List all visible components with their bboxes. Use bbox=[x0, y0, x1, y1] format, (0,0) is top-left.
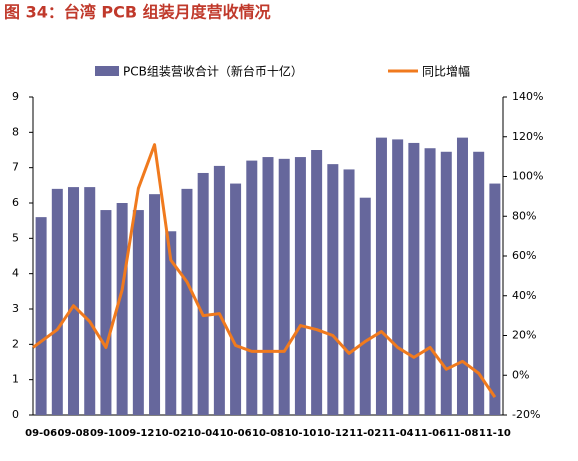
bar bbox=[424, 148, 436, 415]
y-tick-label: 2 bbox=[12, 337, 19, 350]
bar bbox=[408, 142, 420, 415]
y2-tick-label: 100% bbox=[512, 170, 543, 183]
x-tick-label: 10-12 bbox=[317, 428, 349, 439]
x-tick-label: 11-06 bbox=[414, 428, 446, 439]
x-tick-label: 10-02 bbox=[155, 428, 187, 439]
bar bbox=[392, 139, 404, 415]
bar bbox=[311, 150, 323, 415]
x-tick-label: 09-10 bbox=[90, 428, 122, 439]
y2-tick-label: 80% bbox=[512, 209, 536, 222]
bar bbox=[278, 158, 290, 416]
y-tick-label: 3 bbox=[12, 302, 19, 315]
y-tick-label: 0 bbox=[12, 408, 19, 421]
y2-tick-label: 120% bbox=[512, 130, 543, 143]
bar bbox=[230, 183, 242, 415]
bar bbox=[262, 157, 274, 416]
bar bbox=[294, 157, 306, 416]
x-tick-label: 10-04 bbox=[187, 428, 219, 439]
x-tick-label: 11-08 bbox=[446, 428, 478, 439]
x-tick-label: 10-06 bbox=[220, 428, 252, 439]
bar bbox=[197, 172, 209, 415]
bar bbox=[327, 164, 339, 415]
x-tick-label: 11-10 bbox=[479, 428, 511, 439]
y-tick-label: 8 bbox=[12, 125, 19, 138]
bar bbox=[51, 188, 63, 415]
bar bbox=[489, 183, 501, 415]
x-tick-label: 09-08 bbox=[58, 428, 90, 439]
x-tick-label: 09-12 bbox=[122, 428, 154, 439]
bar bbox=[456, 137, 468, 415]
bar bbox=[68, 187, 80, 415]
legend-label: PCB组装营收合计（新台币十亿） bbox=[123, 64, 303, 79]
bar bbox=[213, 165, 225, 415]
bar bbox=[375, 137, 387, 415]
chart-title: 图 34：台湾 PCB 组装月度营收情况 bbox=[4, 3, 271, 22]
legend-swatch bbox=[95, 66, 119, 76]
line bbox=[32, 143, 497, 398]
y-tick-label: 7 bbox=[12, 161, 19, 174]
bar bbox=[100, 210, 112, 415]
y2-tick-label: 0% bbox=[512, 368, 529, 381]
y-tick-label: 6 bbox=[12, 196, 19, 209]
bar bbox=[440, 151, 452, 415]
bar bbox=[181, 188, 193, 415]
x-tick-label: 11-02 bbox=[349, 428, 381, 439]
y2-tick-label: 60% bbox=[512, 249, 536, 262]
y-tick-label: 9 bbox=[12, 90, 19, 103]
y2-tick-label: -20% bbox=[512, 408, 540, 421]
y2-tick-label: 20% bbox=[512, 329, 536, 342]
bar bbox=[246, 160, 258, 415]
legend-label: 同比增幅 bbox=[422, 64, 470, 79]
x-tick-label: 10-10 bbox=[284, 428, 316, 439]
bar bbox=[165, 231, 177, 415]
bar bbox=[473, 151, 485, 415]
y-tick-label: 1 bbox=[12, 373, 19, 386]
x-tick-label: 09-06 bbox=[25, 428, 57, 439]
bar bbox=[359, 197, 371, 415]
bar bbox=[343, 169, 355, 415]
y-tick-label: 5 bbox=[12, 231, 19, 244]
y2-tick-label: 40% bbox=[512, 289, 536, 302]
x-tick-label: 10-08 bbox=[252, 428, 284, 439]
bar bbox=[132, 210, 144, 415]
y-tick-label: 4 bbox=[12, 267, 19, 280]
bar bbox=[35, 217, 47, 415]
bar bbox=[149, 194, 161, 415]
x-tick-label: 11-04 bbox=[382, 428, 414, 439]
y2-tick-label: 140% bbox=[512, 90, 543, 103]
bar bbox=[116, 203, 128, 415]
bar bbox=[84, 187, 96, 415]
